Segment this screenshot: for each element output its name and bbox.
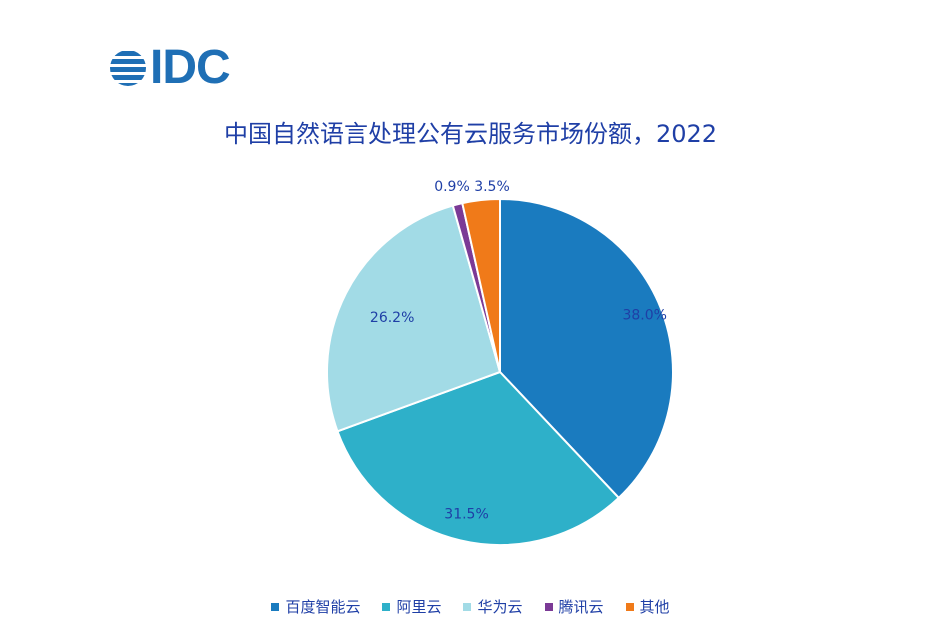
legend-label: 阿里云	[396, 598, 442, 616]
legend-label: 腾讯云	[558, 598, 604, 616]
slice-label-2: 31.5%	[444, 506, 488, 522]
legend-label: 其他	[639, 598, 670, 616]
pie-slice-3	[326, 204, 502, 433]
pie-slice-2	[336, 370, 621, 546]
legend-item-4: 腾讯云	[544, 596, 604, 617]
chart-legend: 百度智能云 阿里云 华为云 腾讯云 其他	[0, 596, 941, 617]
legend-item-1: 百度智能云	[271, 596, 360, 617]
legend-item-3: 华为云	[463, 596, 523, 617]
legend-item-2: 阿里云	[382, 596, 441, 617]
slice-label-4: 0.9%	[434, 179, 470, 195]
slice-label-1: 38.0%	[622, 308, 666, 324]
legend-swatch-icon	[382, 602, 391, 611]
pie-slice-5	[461, 197, 501, 373]
legend-item-5: 其他	[625, 596, 670, 617]
legend-label: 百度智能云	[285, 598, 361, 616]
legend-swatch-icon	[625, 602, 634, 611]
slice-label-5: 3.5%	[474, 179, 510, 195]
logo-text: IDC	[150, 41, 231, 94]
slice-label-3: 26.2%	[370, 310, 414, 326]
idc-globe-icon	[110, 51, 146, 86]
legend-swatch-icon	[463, 602, 472, 611]
legend-swatch-icon	[271, 602, 280, 611]
legend-swatch-icon	[544, 602, 553, 611]
chart-title: 中国自然语言处理公有云服务市场份额，2022	[223, 120, 718, 148]
pie-slice-1	[499, 197, 674, 500]
idc-logo: IDC	[108, 41, 248, 94]
legend-label: 华为云	[477, 598, 523, 616]
